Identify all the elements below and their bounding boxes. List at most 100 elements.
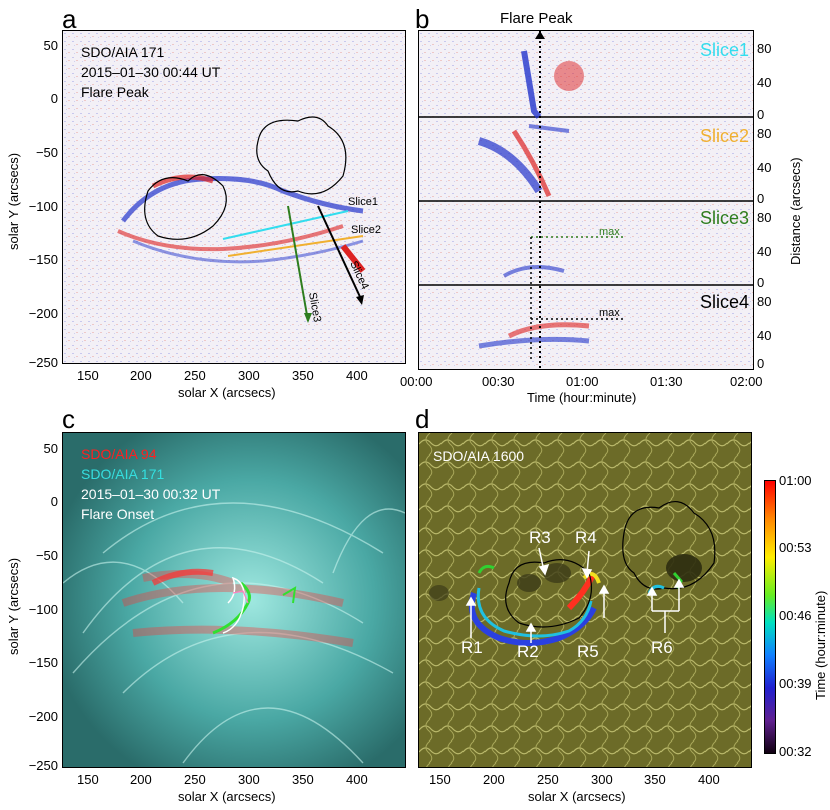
c-ytick-0: 50 [43,441,58,456]
panel-b-svg: max max [419,31,753,369]
a-ytick-4: −150 [28,252,58,267]
c-ytick-5: −200 [28,709,58,724]
panel-a-svg: Slice1 Slice2 Slice3 Slice4 [63,31,405,363]
a-xtick-3: 300 [238,368,260,383]
slice2-label: Slice2 [351,224,381,236]
a-ytick-1: 0 [50,91,58,106]
b-xtick-3: 01:30 [650,374,683,389]
c-ytick-3: −100 [28,602,58,617]
a-xtick-2: 250 [184,368,206,383]
panel-a-line-2: 2015–01–30 00:44 UT [81,64,221,80]
panel-d-image: SDO/AIA 1600 R1 R2 R3 R4 R5 R6 [418,432,752,768]
panel-c-line-1: SDO/AIA 94 [81,446,157,462]
region-label-r1: R1 [461,638,483,657]
panel-b-image: max max Slice1 Slice2 Slice3 Slice4 [418,30,754,370]
b-slice3-label: Slice3 [699,208,749,228]
panel-b-letter: b [415,4,430,34]
a-xtick-5: 400 [346,368,368,383]
b-xtick-0: 00:00 [400,374,433,389]
c-ytick-6: −250 [28,758,58,773]
d-xtick-1: 200 [483,772,505,787]
panel-a-line-3: Flare Peak [81,84,149,100]
b-ytick-s1-80: 80 [757,41,772,56]
b-max-label-3: max [599,226,620,238]
panel-d-letter: d [415,404,430,434]
b-ytick-s2-40: 40 [757,160,772,175]
panel-a-letter: a [62,4,77,34]
b-ytick-s4-80: 80 [757,294,772,309]
a-xtick-4: 350 [292,368,314,383]
panel-c-line-2: SDO/AIA 171 [81,466,165,482]
slice3-label: Slice3 [306,291,323,323]
b-ytick-s3-80: 80 [757,210,772,225]
b-max-label-4: max [599,307,620,319]
b-xtick-1: 00:30 [482,374,515,389]
c-xtick-0: 150 [77,772,99,787]
b-ytick-s2-80: 80 [757,126,772,141]
c-ytick-1: 0 [50,494,58,509]
region-label-r3: R3 [529,528,551,547]
colorbar-tick-3: 00:39 [779,676,812,691]
d-xtick-2: 250 [537,772,559,787]
d-xtick-0: 150 [429,772,451,787]
c-xtick-4: 350 [292,772,314,787]
a-ytick-6: −250 [28,355,58,370]
panel-d-title: SDO/AIA 1600 [433,448,525,464]
b-ytick-s3-40: 40 [757,244,772,259]
region-label-r2: R2 [517,642,539,661]
a-ytick-5: −200 [28,306,58,321]
d-xtick-4: 350 [644,772,666,787]
b-ytick-s3-0: 0 [757,275,765,290]
b-ytick-s1-40: 40 [757,75,772,90]
panel-c-image: SDO/AIA 94 SDO/AIA 171 2015–01–30 00:32 … [62,432,406,768]
c-xtick-3: 300 [238,772,260,787]
slice1-label: Slice1 [348,196,378,208]
b-xlabel: Time (hour:minute) [527,390,637,405]
b-slice4-label: Slice4 [699,292,749,312]
b-ytick-s2-0: 0 [757,191,765,206]
colorbar [764,480,776,754]
panel-a-line-1: SDO/AIA 171 [81,44,165,60]
c-ytick-2: −50 [35,548,58,563]
colorbar-tick-0: 01:00 [779,473,812,488]
b-slice2-label: Slice2 [699,126,749,146]
c-xtick-2: 250 [184,772,206,787]
a-ytick-2: −50 [35,145,58,160]
panel-c-svg [63,433,405,767]
colorbar-label: Time (hour:minute) [813,590,828,700]
a-xtick-0: 150 [77,368,99,383]
slice3-line [287,205,309,322]
region-label-r4: R4 [575,528,597,547]
b-slice1-label: Slice1 [699,40,749,60]
c-ytick-4: −150 [28,655,58,670]
d-xtick-5: 400 [698,772,720,787]
b-ytick-s4-40: 40 [757,328,772,343]
slice4-line [317,205,362,300]
a-xlabel: solar X (arcsecs) [178,385,276,400]
c-xtick-1: 200 [130,772,152,787]
c-ylabel: solar Y (arcsecs) [6,557,21,655]
region-label-r6: R6 [651,638,673,657]
b-xtick-4: 02:00 [730,374,763,389]
colorbar-tick-2: 00:46 [779,608,812,623]
d-xtick-3: 300 [591,772,613,787]
b-title: Flare Peak [500,10,573,27]
b-ytick-s4-0: 0 [757,356,765,371]
colorbar-tick-1: 00:53 [779,540,812,555]
d-xlabel: solar X (arcsecs) [528,789,626,804]
panel-c-line-3: 2015–01–30 00:32 UT [81,486,221,502]
colorbar-tick-4: 00:32 [779,744,812,759]
region-label-r5: R5 [577,642,599,661]
b-ytick-s1-0: 0 [757,107,765,122]
a-ylabel: solar Y (arcsecs) [6,152,21,250]
a-xtick-1: 200 [130,368,152,383]
c-xtick-5: 400 [346,772,368,787]
slice1-line [222,210,349,240]
b-xtick-2: 01:00 [566,374,599,389]
panel-c-letter: c [62,404,75,434]
panel-d-svg [419,433,751,767]
a-ytick-0: 50 [43,38,58,53]
c-xlabel: solar X (arcsecs) [178,789,276,804]
b-ylabel: Distance (arcsecs) [788,157,803,265]
panel-c-line-4: Flare Onset [81,506,155,522]
